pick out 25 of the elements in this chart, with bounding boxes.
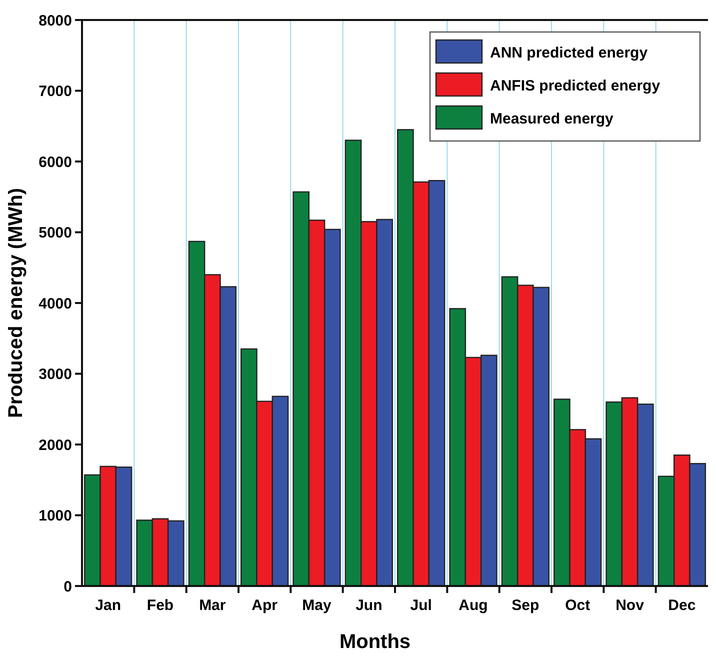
y-tick-label: 0 (64, 578, 72, 596)
y-tick-label: 1000 (38, 508, 72, 524)
x-tick-label: Apr (252, 597, 278, 614)
y-tick-label: 2000 (38, 436, 72, 454)
x-tick-label: Feb (146, 597, 174, 614)
legend-label: ANN predicted energy (490, 44, 648, 62)
x-tick-label: Dec (668, 597, 696, 614)
x-tick-label: Jun (356, 597, 382, 614)
y-tick-label: 5000 (38, 224, 72, 242)
x-tick-label: Nov (616, 597, 645, 614)
x-tick-label: Sep (512, 597, 540, 614)
y-tick-label: 4000 (38, 295, 72, 312)
legend-label: Measured energy (490, 110, 614, 128)
x-tick-label: Mar (199, 597, 226, 614)
x-tick-label: Jul (410, 597, 432, 614)
x-tick-label: Oct (565, 597, 590, 614)
legend-label: ANFIS predicted energy (490, 77, 661, 94)
x-tick-label: May (302, 597, 332, 614)
y-tick-label: 6000 (38, 154, 72, 171)
y-tick-label: 3000 (38, 366, 72, 383)
y-tick-label: 8000 (38, 12, 72, 30)
x-axis-title: Months (339, 631, 411, 653)
x-tick-label: Jan (95, 597, 122, 614)
x-tick-label: Aug (458, 597, 488, 614)
y-tick-label: 7000 (38, 83, 72, 100)
